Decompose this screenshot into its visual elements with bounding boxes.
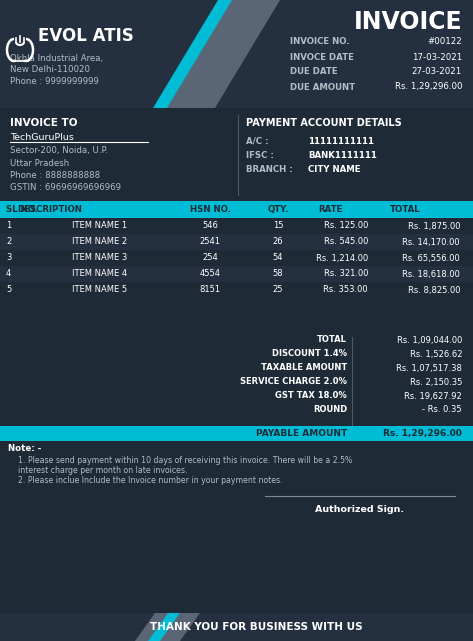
Text: INVOCE DATE: INVOCE DATE — [290, 53, 354, 62]
Text: Rs. 65,556.00: Rs. 65,556.00 — [402, 253, 460, 263]
Text: CITY NAME: CITY NAME — [308, 165, 360, 174]
Text: 546: 546 — [202, 222, 218, 231]
Bar — [0, 266, 473, 282]
Text: DUE AMOUNT: DUE AMOUNT — [290, 83, 355, 92]
Text: 8151: 8151 — [200, 285, 220, 294]
Text: BRANCH :: BRANCH : — [246, 165, 293, 174]
Text: Rs. 545.00: Rs. 545.00 — [324, 238, 368, 247]
Bar — [0, 234, 473, 250]
Text: DESCRIPTION: DESCRIPTION — [18, 205, 82, 214]
Text: Rs. 8,825.00: Rs. 8,825.00 — [408, 285, 460, 294]
Text: Sector-200, Noida, U.P.: Sector-200, Noida, U.P. — [10, 147, 108, 156]
Text: 2541: 2541 — [200, 238, 220, 247]
Text: Rs. 2,150.35: Rs. 2,150.35 — [410, 378, 462, 387]
Bar — [0, 201, 473, 218]
Text: GSTIN : 69696969696969: GSTIN : 69696969696969 — [10, 183, 121, 192]
Text: Rs. 1,875.00: Rs. 1,875.00 — [408, 222, 460, 231]
Text: Phone : 9999999999: Phone : 9999999999 — [10, 78, 99, 87]
Text: Okhla Industrial Area,: Okhla Industrial Area, — [10, 53, 103, 63]
Polygon shape — [165, 0, 280, 108]
Text: ITEM NAME 3: ITEM NAME 3 — [72, 253, 128, 263]
Polygon shape — [135, 613, 200, 641]
Text: Rs. 1,29,296.00: Rs. 1,29,296.00 — [394, 83, 462, 92]
Polygon shape — [148, 613, 180, 641]
Text: 58: 58 — [273, 269, 283, 278]
Bar — [0, 0, 473, 108]
Text: Rs. 14,170.00: Rs. 14,170.00 — [403, 238, 460, 247]
Polygon shape — [153, 0, 232, 108]
Bar — [0, 426, 473, 441]
Text: ROUND: ROUND — [313, 406, 347, 415]
Text: 1. Please send payment within 10 days of receiving this invoice. There will be a: 1. Please send payment within 10 days of… — [18, 456, 352, 465]
Text: 17-03-2021: 17-03-2021 — [412, 53, 462, 62]
Text: New Delhi-110020: New Delhi-110020 — [10, 65, 90, 74]
Text: TechGuruPlus: TechGuruPlus — [10, 133, 74, 142]
Text: 54: 54 — [273, 253, 283, 263]
Text: - Rs. 0.35: - Rs. 0.35 — [422, 406, 462, 415]
Text: interest charge per month on late invoices.: interest charge per month on late invoic… — [18, 466, 187, 475]
Text: Rs. 321.00: Rs. 321.00 — [324, 269, 368, 278]
Text: ITEM NAME 2: ITEM NAME 2 — [72, 238, 128, 247]
Text: TAXABLE AMOUNT: TAXABLE AMOUNT — [261, 363, 347, 372]
Text: ITEM NAME 4: ITEM NAME 4 — [72, 269, 128, 278]
Text: 1: 1 — [6, 222, 11, 231]
Text: A/C :: A/C : — [246, 137, 269, 146]
Text: HSN NO.: HSN NO. — [190, 205, 230, 214]
Text: Rs. 125.00: Rs. 125.00 — [324, 222, 368, 231]
Text: 26: 26 — [273, 238, 283, 247]
Text: 4554: 4554 — [200, 269, 220, 278]
Text: 4: 4 — [6, 269, 11, 278]
Text: 2. Please inclue Include the Invoice number in your payment notes.: 2. Please inclue Include the Invoice num… — [18, 476, 283, 485]
Text: 25: 25 — [273, 285, 283, 294]
Text: 3: 3 — [6, 253, 11, 263]
Bar — [0, 250, 473, 266]
Text: 2: 2 — [6, 238, 11, 247]
Text: QTY.: QTY. — [267, 205, 289, 214]
Text: Uttar Pradesh: Uttar Pradesh — [10, 158, 69, 167]
Text: SL NO.: SL NO. — [6, 205, 38, 214]
Text: Rs. 1,526.62: Rs. 1,526.62 — [410, 349, 462, 358]
Text: SERVICE CHARGE 2.0%: SERVICE CHARGE 2.0% — [240, 378, 347, 387]
Text: DISCOUNT 1.4%: DISCOUNT 1.4% — [272, 349, 347, 358]
Text: IFSC :: IFSC : — [246, 151, 274, 160]
Bar — [0, 218, 473, 234]
Bar — [0, 282, 473, 298]
Text: PAYMENT ACCOUNT DETAILS: PAYMENT ACCOUNT DETAILS — [246, 118, 402, 128]
Text: 254: 254 — [202, 253, 218, 263]
Text: INVOICE TO: INVOICE TO — [10, 118, 78, 128]
Text: DUE DATE: DUE DATE — [290, 67, 338, 76]
Text: 11111111111: 11111111111 — [308, 137, 374, 146]
Text: Rs. 18,618.00: Rs. 18,618.00 — [402, 269, 460, 278]
Text: 5: 5 — [6, 285, 11, 294]
Text: BANK1111111: BANK1111111 — [308, 151, 377, 160]
Text: Rs. 1,214.00: Rs. 1,214.00 — [316, 253, 368, 263]
Text: Rs. 19,627.92: Rs. 19,627.92 — [404, 392, 462, 401]
Text: INVOICE: INVOICE — [353, 10, 462, 34]
Text: 27-03-2021: 27-03-2021 — [412, 67, 462, 76]
Text: Rs. 353.00: Rs. 353.00 — [324, 285, 368, 294]
Text: RATE: RATE — [318, 205, 342, 214]
Text: Note: -: Note: - — [8, 444, 41, 453]
Text: ITEM NAME 5: ITEM NAME 5 — [72, 285, 128, 294]
Text: Rs. 1,29,296.00: Rs. 1,29,296.00 — [383, 429, 462, 438]
Text: THANK YOU FOR BUSINESS WITH US: THANK YOU FOR BUSINESS WITH US — [150, 622, 363, 632]
Text: Phone : 8888888888: Phone : 8888888888 — [10, 171, 100, 179]
Text: ITEM NAME 1: ITEM NAME 1 — [72, 222, 128, 231]
Text: Rs. 1,09,044.00: Rs. 1,09,044.00 — [397, 335, 462, 344]
Text: PAYABLE AMOUNT: PAYABLE AMOUNT — [256, 429, 347, 438]
Text: GST TAX 18.0%: GST TAX 18.0% — [275, 392, 347, 401]
Text: 15: 15 — [273, 222, 283, 231]
Text: Rs. 1,07,517.38: Rs. 1,07,517.38 — [396, 363, 462, 372]
Text: Authorized Sign.: Authorized Sign. — [315, 505, 404, 514]
Text: EVOL ATIS: EVOL ATIS — [38, 27, 134, 45]
Bar — [0, 613, 473, 641]
Text: INVOICE NO.: INVOICE NO. — [290, 38, 350, 47]
Text: TOTAL: TOTAL — [390, 205, 420, 214]
Text: TOTAL: TOTAL — [317, 335, 347, 344]
Text: #00122: #00122 — [427, 38, 462, 47]
